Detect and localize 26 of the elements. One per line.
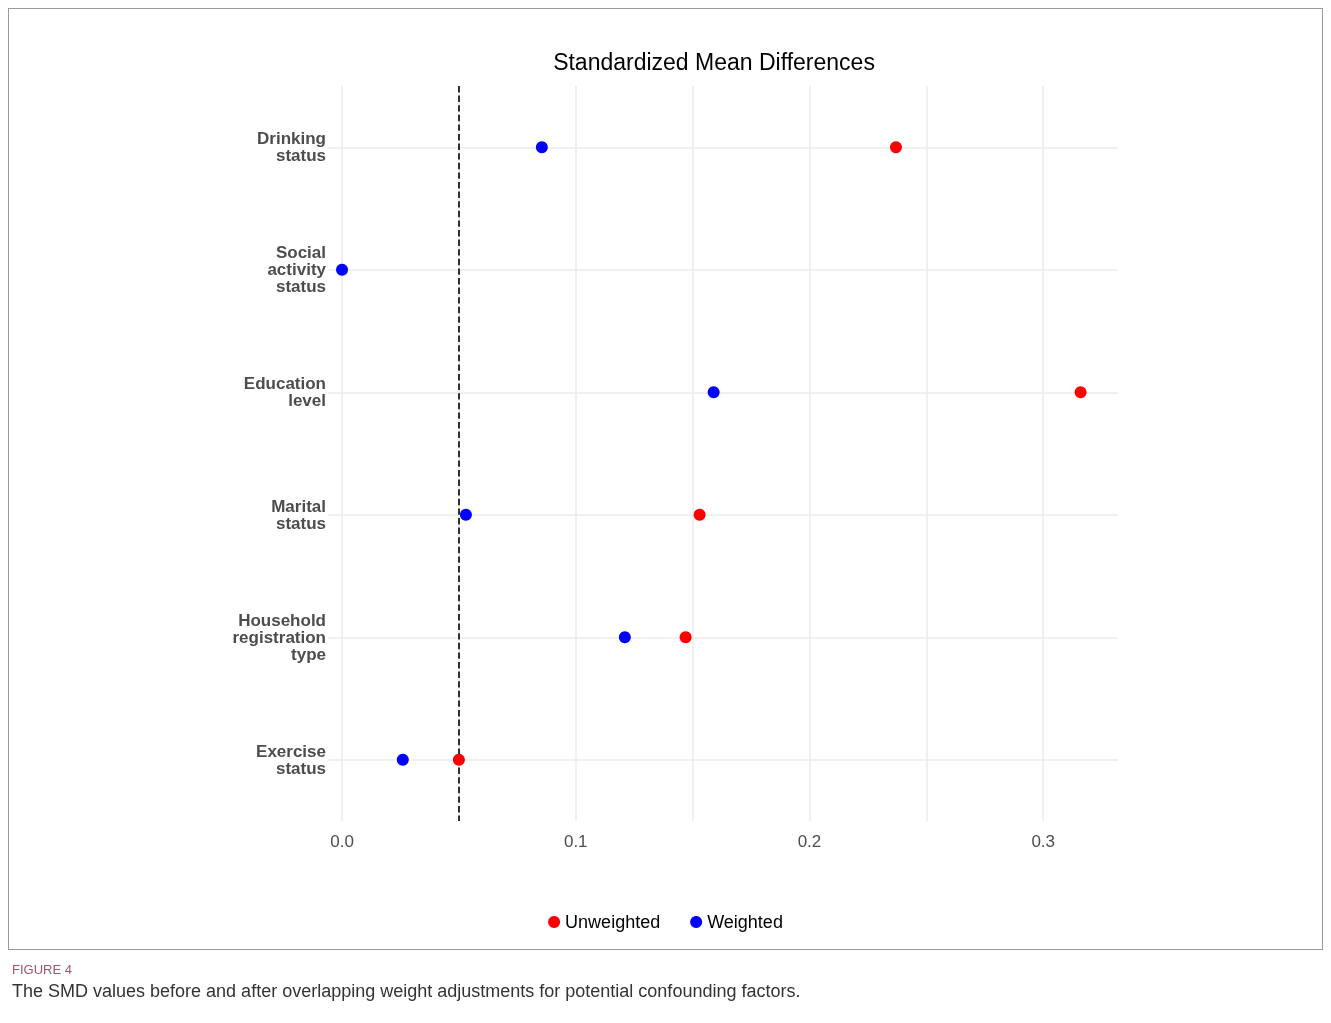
point [618, 631, 631, 644]
y-tick-label: Education level [243, 374, 326, 411]
legend-label: Weighted [707, 912, 783, 932]
text: The SMD values before and after overlapping weight adjustments for potential confounding factors. [12, 981, 802, 1002]
point [707, 386, 720, 399]
y-tick-label: Household registration type [232, 610, 326, 664]
caption: FIGURE 4 [12, 962, 73, 977]
y-tick-label: Social activity status [267, 243, 327, 297]
y-tick-label: Exercise status [256, 741, 326, 778]
y-tick-label: Drinking status [257, 129, 326, 166]
x-tick-label: 0.0 [330, 832, 354, 851]
point [889, 141, 902, 154]
point [459, 508, 472, 521]
point [693, 508, 706, 521]
legend-label: Unweighted [565, 912, 661, 932]
point [336, 263, 349, 276]
point [679, 631, 692, 644]
point [396, 753, 409, 766]
point [535, 141, 548, 154]
point [1074, 386, 1087, 399]
x-tick-label: 0.2 [797, 832, 822, 851]
y-tick-label: Marital status [271, 496, 326, 533]
x-tick-label: 0.3 [1031, 832, 1056, 851]
x-tick-label: 0.1 [563, 832, 588, 851]
chart-title: Standardized Mean Differences [553, 48, 875, 75]
point [452, 753, 465, 766]
